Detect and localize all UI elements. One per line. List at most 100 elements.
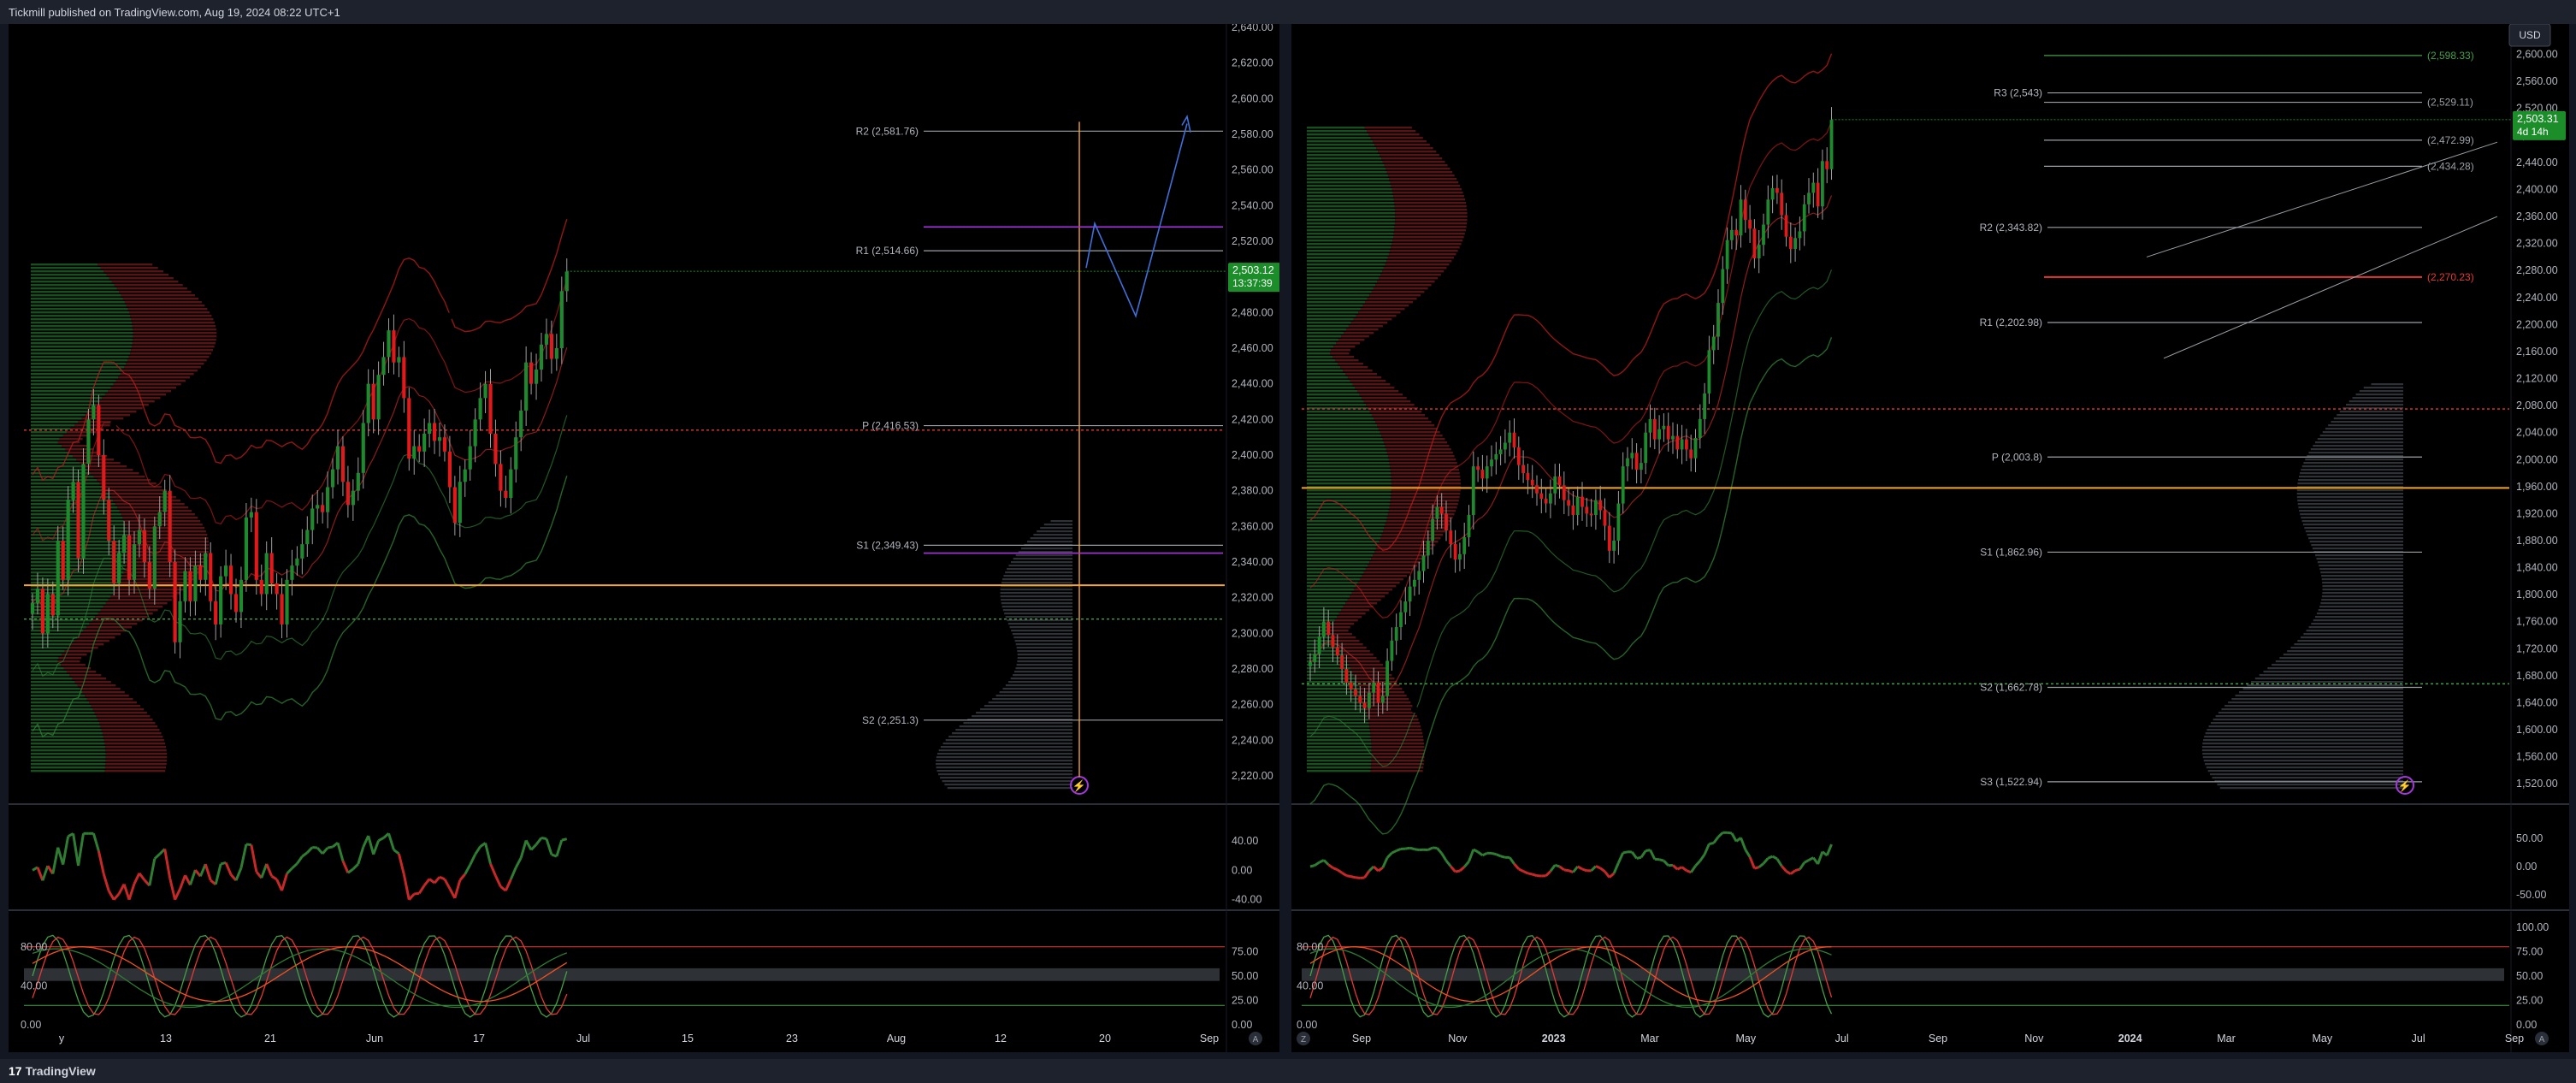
- volume-profile-bar-up: [1307, 643, 1338, 646]
- volume-profile-bar-down: [62, 654, 87, 656]
- volume-profile-bar-down: [1371, 756, 1425, 759]
- volume-profile-bar: [1021, 547, 1072, 550]
- rsi-segment: [1405, 846, 1410, 850]
- volume-profile-bar-down: [123, 571, 200, 574]
- volume-profile-bar-up: [31, 698, 87, 701]
- candle-down: [1589, 513, 1593, 516]
- volume-profile-bar-down: [1341, 650, 1370, 653]
- volume-profile-bar: [2321, 575, 2403, 577]
- volume-profile-bar-up: [31, 749, 106, 752]
- volume-profile-bar-down: [115, 503, 185, 506]
- volume-profile-bar: [955, 729, 1072, 731]
- volume-profile-bar: [2301, 465, 2403, 468]
- chart-panel-daily[interactable]: R2 (2,581.76) R1 (2,514.66) P (2,416.53) S1…: [9, 24, 1279, 1052]
- volume-profile-bar-up: [31, 753, 106, 755]
- volume-profile-bar-down: [1384, 441, 1448, 444]
- candle-up: [1385, 660, 1389, 696]
- volume-profile-bar-up: [1307, 558, 1372, 560]
- volume-profile-bar-up: [1307, 144, 1375, 146]
- candle-up: [1462, 537, 1467, 554]
- rsi-segment: [72, 833, 80, 867]
- volume-profile-bar-down: [61, 445, 87, 447]
- volume-profile-bar: [1015, 643, 1072, 646]
- volume-profile-bar: [999, 691, 1072, 694]
- volume-profile-bar: [2321, 578, 2403, 581]
- volume-profile-bar-down: [1371, 291, 1425, 293]
- rsi-segment: [1360, 876, 1365, 879]
- candle-up: [157, 512, 162, 527]
- volume-profile-bar-down: [1364, 127, 1412, 129]
- volume-profile-bar-up: [31, 729, 102, 731]
- volume-profile-bar-up: [31, 346, 133, 348]
- volume-profile-bar-up: [1307, 667, 1350, 670]
- candle-down: [280, 594, 284, 624]
- price-axis-tick: 2,360.00: [1232, 520, 1273, 532]
- candle-down: [1788, 236, 1793, 249]
- rsi-segment: [408, 892, 416, 901]
- volume-profile-bar-up: [1307, 270, 1383, 273]
- candle-up: [249, 512, 253, 518]
- volume-profile-bar-down: [124, 366, 201, 369]
- volume-profile-bar-up: [1307, 305, 1363, 307]
- candle-up: [361, 423, 365, 473]
- volume-profile-bar: [1005, 616, 1072, 618]
- volume-profile-bar-down: [86, 469, 133, 471]
- band-lower-inner: [1309, 269, 1833, 767]
- rsi-segment: [36, 867, 44, 881]
- volume-profile-bar-down: [1370, 770, 1423, 772]
- volume-profile-bar: [936, 756, 1072, 759]
- volume-profile-bar-down: [1365, 568, 1415, 571]
- candle-down: [1539, 493, 1544, 500]
- volume-profile-bar-down: [1335, 359, 1359, 362]
- daily-chart-svg[interactable]: R2 (2,581.76) R1 (2,514.66) P (2,416.53) S1…: [9, 24, 1279, 1052]
- volume-profile-bar-up: [1307, 708, 1366, 711]
- volume-profile-bar-up: [1307, 212, 1396, 215]
- rsi-segment: [1568, 869, 1574, 874]
- volume-profile-bar-down: [111, 281, 179, 283]
- volume-profile-bar-down: [1333, 636, 1356, 639]
- chart-panel-weekly[interactable]: R3 (2,543) R2 (2,343.82) R1 (2,202.98) P (2…: [1291, 24, 2569, 1052]
- volume-profile-bar-up: [1307, 154, 1380, 157]
- volume-profile-bar-up: [1307, 424, 1378, 427]
- volume-profile-bar-down: [1395, 216, 1468, 218]
- rsi-axis-tick: -40.00: [1232, 894, 1261, 906]
- candle-down: [209, 553, 213, 601]
- band-upper-outer: [32, 218, 568, 482]
- volume-profile-bar: [1001, 585, 1072, 588]
- volume-profile-bar-down: [1343, 370, 1373, 372]
- candle-up: [1644, 432, 1648, 464]
- volume-profile-bar-down: [97, 263, 153, 266]
- weekly-chart-svg[interactable]: R3 (2,543) R2 (2,343.82) R1 (2,202.98) P (2…: [1291, 24, 2569, 1052]
- volume-profile-bar-down: [1371, 753, 1425, 755]
- candle-up: [1458, 553, 1462, 560]
- volume-profile-bar-down: [1375, 547, 1433, 550]
- volume-profile-bar-down: [109, 277, 174, 280]
- volume-profile-bar-down: [110, 387, 176, 389]
- volume-profile-bar-down: [1351, 592, 1389, 595]
- volume-profile-bar-up: [1307, 756, 1372, 759]
- volume-profile-bar: [2294, 643, 2403, 646]
- candle-down: [1354, 689, 1357, 696]
- rsi-segment: [1803, 859, 1810, 864]
- candle-up: [1508, 432, 1512, 443]
- stoch-right-tick: 50.00: [2516, 970, 2543, 982]
- candle-down: [40, 589, 44, 634]
- signal-dot: [1637, 600, 1645, 607]
- volume-profile-bar-up: [1307, 198, 1394, 201]
- candle-down: [504, 490, 508, 498]
- volume-profile-bar-up: [31, 366, 125, 369]
- candle-up: [1630, 453, 1634, 459]
- rsi-segment: [1799, 861, 1805, 871]
- volume-profile-bar-down: [1391, 476, 1461, 478]
- tradingview-logo[interactable]: 17 TradingView: [9, 1064, 96, 1078]
- price-axis-tick: 2,080.00: [2516, 399, 2558, 411]
- volume-profile-bar: [984, 705, 1072, 707]
- volume-profile-bar-up: [31, 493, 109, 495]
- volume-profile-bar: [940, 746, 1072, 749]
- candle-up: [422, 434, 427, 452]
- volume-profile-bar-down: [124, 520, 201, 523]
- candle-down: [188, 571, 192, 601]
- volume-profile-bar-down: [116, 287, 187, 290]
- volume-profile-bar-up: [31, 715, 97, 718]
- volume-profile-bar-up: [1307, 394, 1360, 396]
